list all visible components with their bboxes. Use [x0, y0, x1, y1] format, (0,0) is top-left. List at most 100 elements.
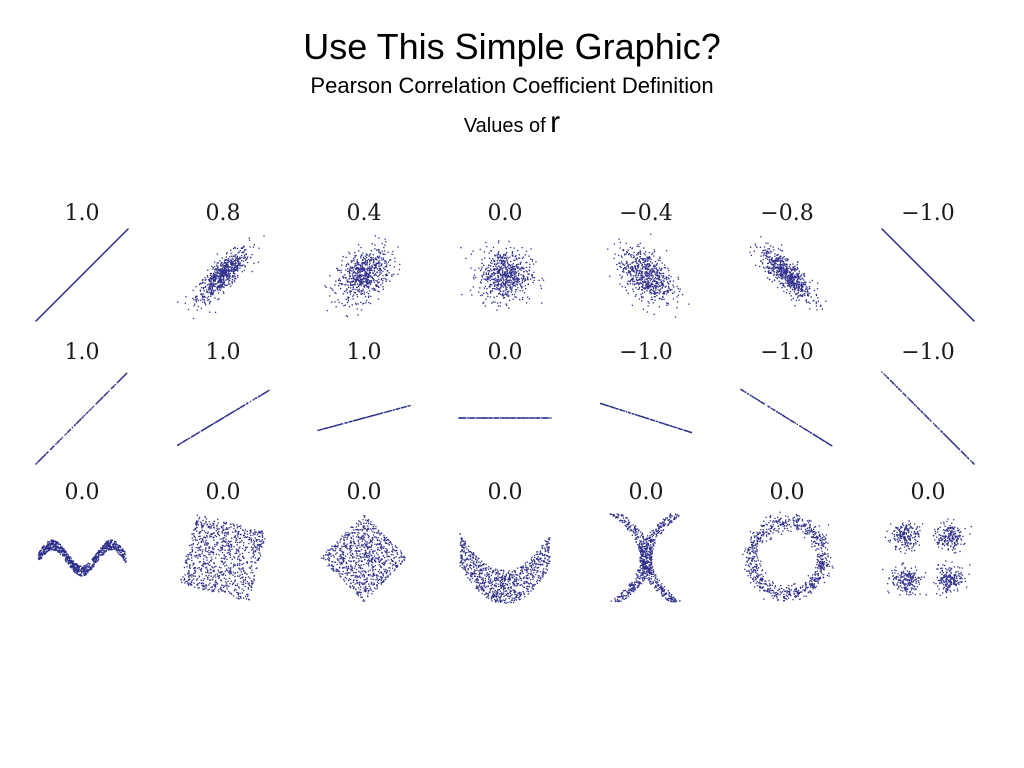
scatter-point	[513, 259, 515, 261]
scatter-point	[491, 417, 493, 419]
scatter-point	[375, 289, 377, 291]
scatter-point	[370, 267, 372, 269]
scatter-point	[802, 286, 804, 288]
scatter-point	[253, 262, 255, 264]
scatter-point	[374, 273, 376, 275]
scatter-point	[218, 275, 220, 277]
scatter-point	[627, 271, 629, 273]
scatter-point	[364, 271, 366, 273]
scatter-point	[624, 254, 626, 256]
scatter-point	[637, 243, 639, 246]
scatter-point	[539, 417, 541, 419]
scatter-point	[628, 253, 630, 256]
scatter-point	[613, 407, 615, 409]
scatter-point	[347, 262, 349, 265]
scatter-point	[642, 292, 644, 294]
scatter-point	[81, 572, 83, 574]
scatter-point	[45, 550, 48, 552]
scatter-point	[498, 292, 501, 294]
scatter-point	[216, 274, 218, 276]
scatter-point	[234, 276, 236, 278]
scatter-point	[486, 417, 488, 419]
scatter-point	[365, 259, 367, 261]
scatter-point	[363, 269, 366, 271]
scatter-point	[797, 286, 799, 288]
scatter-point	[64, 291, 66, 293]
scatter-point	[802, 285, 804, 287]
scatter-point	[503, 284, 505, 286]
scatter-point	[239, 262, 241, 264]
scatter-point	[230, 249, 232, 251]
scatter-point	[384, 253, 386, 255]
scatter-point	[228, 273, 231, 275]
scatter-point	[672, 292, 674, 295]
scatter-point	[352, 280, 354, 282]
scatter-point	[216, 253, 218, 255]
scatter-point	[338, 278, 341, 280]
scatter-point	[41, 547, 44, 549]
scatter-point	[364, 274, 366, 276]
scatter-point	[776, 267, 778, 269]
scatter-point	[783, 262, 785, 264]
scatter-point	[112, 543, 115, 545]
scatter-point	[789, 267, 792, 269]
scatter-point	[503, 283, 505, 285]
scatter-point	[96, 402, 98, 404]
scatter-point	[796, 275, 798, 277]
scatter-point	[638, 288, 640, 290]
scatter-point	[226, 276, 228, 278]
scatter-point	[656, 281, 659, 283]
scatter-point	[525, 250, 528, 252]
scatter-point	[385, 278, 387, 280]
scatter-point	[214, 279, 216, 281]
scatter-point	[498, 266, 501, 268]
scatter-point	[80, 575, 82, 577]
scatter-point	[83, 415, 85, 417]
scatter-point	[348, 421, 350, 423]
scatter-point	[41, 557, 43, 559]
scatter-point	[115, 542, 117, 544]
scatter-point	[482, 302, 484, 304]
scatter-point	[334, 301, 336, 303]
scatter-point	[87, 565, 89, 568]
scatter-point	[205, 285, 207, 288]
scatter-point	[527, 417, 529, 419]
scatter-point	[478, 291, 480, 293]
scatter-point	[382, 253, 384, 255]
scatter-point	[768, 267, 770, 270]
scatter-point	[509, 274, 511, 276]
scatter-point	[777, 258, 779, 261]
scatter-point	[214, 266, 216, 268]
scatter-point	[221, 262, 223, 264]
scatter-point	[618, 238, 620, 240]
scatter-point	[63, 292, 65, 294]
scatter-point	[96, 552, 98, 555]
scatter-point	[362, 259, 364, 261]
values-of-r-caption: Values of r	[0, 106, 1024, 145]
scatter-point	[639, 277, 641, 279]
scatter-point	[502, 255, 505, 257]
scatter-point	[788, 418, 790, 421]
scatter-point	[230, 285, 232, 287]
scatter-point	[780, 257, 782, 260]
scatter-point	[334, 291, 336, 294]
scatter-point	[518, 278, 520, 280]
scatter-point	[923, 413, 925, 415]
scatter-point	[669, 280, 671, 283]
scatter-point	[45, 545, 48, 547]
scatter-point	[219, 286, 221, 288]
scatter-point	[55, 543, 57, 545]
scatter-point	[784, 264, 786, 266]
scatter-point	[361, 263, 364, 265]
scatter-point	[497, 305, 499, 307]
scatter-point	[497, 269, 500, 271]
scatter-point	[118, 379, 121, 382]
scatter-point	[500, 266, 503, 268]
scatter-point	[222, 269, 224, 271]
scatter-point	[52, 541, 55, 543]
scatter-point	[789, 264, 791, 266]
scatter-point	[347, 297, 350, 299]
scatter-point	[369, 283, 371, 285]
scatter-point	[647, 305, 649, 307]
scatter-point	[750, 254, 753, 256]
